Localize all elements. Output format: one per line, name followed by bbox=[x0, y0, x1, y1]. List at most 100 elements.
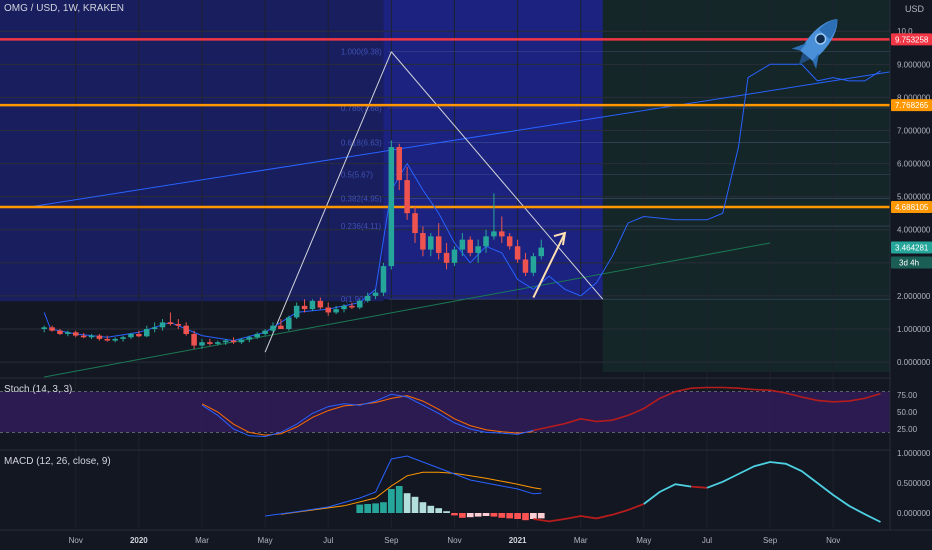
candle-body bbox=[41, 327, 47, 329]
candle-13[interactable] bbox=[143, 325, 150, 338]
candle-22[interactable] bbox=[215, 340, 221, 346]
candle-60[interactable] bbox=[514, 239, 521, 263]
candle-body bbox=[530, 256, 537, 273]
candle-8[interactable] bbox=[104, 335, 111, 342]
candle-body bbox=[388, 147, 395, 267]
time-tick-0: Nov bbox=[69, 536, 83, 545]
candle-6[interactable] bbox=[88, 333, 95, 339]
time-tick-3: May bbox=[258, 536, 273, 545]
candle-47[interactable] bbox=[412, 206, 418, 243]
candle-16[interactable] bbox=[167, 312, 174, 326]
candle-45[interactable] bbox=[396, 143, 402, 191]
candle-7[interactable] bbox=[96, 333, 103, 341]
candle-1[interactable] bbox=[49, 325, 55, 332]
candle-46[interactable] bbox=[404, 166, 410, 220]
histogram-bar-12 bbox=[451, 513, 458, 516]
candle-body bbox=[120, 337, 126, 339]
candle-body bbox=[522, 259, 529, 273]
candle-25[interactable] bbox=[238, 338, 245, 344]
candle-57[interactable] bbox=[491, 193, 497, 240]
main-price-pane[interactable]: 1.000(9.38) 0.786(7.68) 0.618(6.63) 0.5(5.6… bbox=[0, 0, 897, 528]
candle-33[interactable] bbox=[301, 299, 308, 313]
candle-5[interactable] bbox=[80, 332, 87, 339]
histogram-bar-0 bbox=[356, 504, 364, 513]
trendline-2[interactable] bbox=[264, 51, 392, 353]
time-tick-10: Jul bbox=[702, 536, 712, 545]
candle-body bbox=[286, 317, 292, 329]
candle-39[interactable] bbox=[349, 302, 355, 310]
histogram-bar-13 bbox=[459, 513, 466, 518]
candle-19[interactable] bbox=[191, 330, 197, 349]
candle-17[interactable] bbox=[175, 319, 182, 329]
candle-26[interactable] bbox=[246, 335, 253, 343]
trendline-0[interactable] bbox=[31, 70, 897, 208]
candle-41[interactable] bbox=[364, 292, 371, 303]
bollinger-line bbox=[43, 63, 881, 342]
symbol-title: OMG / USD, 1W, KRAKEN bbox=[4, 3, 124, 14]
candle-21[interactable] bbox=[207, 338, 213, 346]
candle-49[interactable] bbox=[428, 233, 434, 257]
price-axis[interactable]: 0.0000001.0000002.0000003.0000004.000000… bbox=[889, 0, 932, 550]
candle-37[interactable] bbox=[333, 305, 339, 315]
candle-50[interactable] bbox=[435, 223, 442, 260]
candle-48[interactable] bbox=[420, 226, 426, 257]
candle-0[interactable] bbox=[41, 325, 47, 333]
candle-23[interactable] bbox=[222, 338, 229, 345]
candle-34[interactable] bbox=[309, 299, 316, 311]
time-tick-7: 2021 bbox=[509, 536, 527, 545]
candle-42[interactable] bbox=[372, 289, 379, 300]
candle-54[interactable] bbox=[467, 236, 474, 257]
trendline-1[interactable] bbox=[44, 242, 771, 378]
candle-14[interactable] bbox=[151, 322, 158, 333]
histogram-bar-9 bbox=[427, 505, 435, 513]
candle-12[interactable] bbox=[136, 330, 142, 338]
candle-29[interactable] bbox=[270, 322, 276, 333]
candle-35[interactable] bbox=[317, 297, 324, 310]
candle-58[interactable] bbox=[499, 216, 505, 243]
candle-32[interactable] bbox=[293, 302, 300, 320]
candle-24[interactable] bbox=[230, 337, 237, 344]
stoch-pane[interactable] bbox=[0, 377, 890, 438]
candle-15[interactable] bbox=[159, 319, 166, 331]
candle-body bbox=[143, 328, 150, 337]
candle-body bbox=[254, 333, 260, 338]
time-axis[interactable]: Nov 2020 Mar May Jul Sep Nov 2021 Mar May Jul Sep No… bbox=[0, 529, 932, 545]
candle-43[interactable] bbox=[380, 262, 387, 296]
stoch-band bbox=[0, 391, 890, 433]
candle-53[interactable] bbox=[459, 233, 466, 257]
candle-62[interactable] bbox=[530, 252, 537, 277]
macd-tick-2: 1.000000 bbox=[897, 449, 931, 458]
candle-27[interactable] bbox=[254, 332, 260, 339]
candle-9[interactable] bbox=[112, 337, 118, 343]
candle-body bbox=[96, 335, 103, 339]
candle-52[interactable] bbox=[451, 246, 458, 267]
candle-36[interactable] bbox=[325, 302, 331, 316]
candle-40[interactable] bbox=[357, 299, 363, 310]
candle-30[interactable] bbox=[278, 319, 284, 329]
candle-18[interactable] bbox=[183, 322, 189, 336]
candle-body bbox=[420, 233, 426, 250]
candle-20[interactable] bbox=[199, 338, 205, 349]
candle-63[interactable] bbox=[538, 239, 545, 260]
fib-label-2: 0.618(6.63) bbox=[341, 139, 382, 148]
candle-59[interactable] bbox=[506, 233, 513, 250]
candle-44[interactable] bbox=[388, 140, 395, 270]
candle-11[interactable] bbox=[128, 332, 134, 339]
candle-3[interactable] bbox=[65, 330, 71, 337]
candle-4[interactable] bbox=[72, 330, 79, 338]
candle-38[interactable] bbox=[341, 304, 347, 313]
candle-2[interactable] bbox=[57, 328, 63, 335]
candle-31[interactable] bbox=[286, 315, 292, 331]
candle-10[interactable] bbox=[120, 335, 126, 342]
candle-51[interactable] bbox=[443, 242, 450, 270]
candle-61[interactable] bbox=[522, 252, 529, 277]
candle-28[interactable] bbox=[262, 328, 268, 336]
candle-body bbox=[88, 335, 95, 338]
histogram-bar-4 bbox=[387, 489, 395, 513]
candle-56[interactable] bbox=[483, 229, 489, 253]
macd-pane[interactable] bbox=[0, 449, 890, 523]
candle-body bbox=[357, 300, 363, 308]
trendline-3[interactable] bbox=[390, 51, 604, 300]
candle-55[interactable] bbox=[475, 239, 481, 263]
